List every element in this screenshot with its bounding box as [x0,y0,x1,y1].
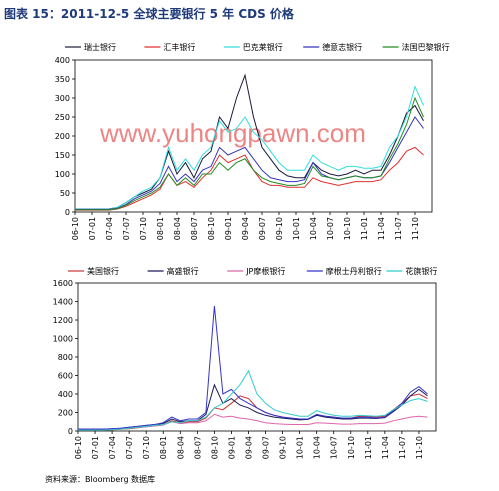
x-tick-label: 09-04 [244,436,253,459]
x-tick-label: 08-07 [193,436,202,459]
x-tick-label: 10-07 [326,217,335,240]
x-tick-label: 09-07 [262,436,271,459]
y-tick-label: 0 [68,427,73,436]
x-tick-label: 06-10 [71,217,80,240]
y-tick-label: 150 [55,151,70,160]
y-tick-label: 1600 [53,279,73,288]
x-tick-label: 07-07 [125,436,134,459]
y-tick-label: 1000 [53,335,73,344]
x-tick-label: 11-10 [415,436,424,459]
x-tick-label: 11-07 [398,436,407,459]
x-tick-label: 11-10 [411,217,420,240]
y-tick-label: 400 [58,390,73,399]
x-tick-label: 07-04 [108,436,117,459]
x-tick-label: 11-07 [394,217,403,240]
legend-label: JP摩根银行 [245,266,285,276]
x-tick-label: 11-01 [360,217,369,240]
series-line [78,306,428,430]
series-line [75,146,424,211]
x-tick-label: 08-10 [207,217,216,240]
x-tick-label: 07-10 [142,436,151,459]
y-tick-label: 200 [55,132,70,141]
plot-frame [77,282,437,432]
y-tick-label: 300 [55,94,70,103]
y-tick-label: 350 [55,75,70,84]
y-tick-label: 600 [58,372,73,381]
legend-label: 高盛银行 [167,266,199,276]
legend-label: 法国巴黎银行 [402,42,450,52]
x-tick-label: 11-04 [377,217,386,240]
legend-label: 美国银行 [87,266,119,276]
x-tick-label: 08-04 [173,217,182,240]
y-tick-label: 50 [60,189,70,198]
x-tick-label: 08-07 [190,217,199,240]
x-tick-label: 10-07 [330,436,339,459]
y-tick-label: 100 [55,170,70,179]
x-tick-label: 09-01 [224,217,233,240]
x-tick-label: 09-01 [227,436,236,459]
x-tick-label: 07-01 [91,436,100,459]
x-tick-label: 08-10 [210,436,219,459]
legend-label: 巴克莱银行 [243,42,283,52]
x-tick-label: 08-04 [176,436,185,459]
series-line [78,393,428,431]
source: 资料来源：Bloomberg 数据库 [45,474,155,484]
watermark: www.yuhongpawn.com [99,118,366,148]
legend-label: 瑞士银行 [84,42,116,52]
x-tick-label: 10-04 [313,436,322,459]
legend-label: 德意志银行 [322,42,362,52]
x-tick-label: 09-07 [258,217,267,240]
series-line [75,85,424,210]
x-tick-label: 09-10 [279,436,288,459]
x-tick-label: 10-04 [309,217,318,240]
x-tick-label: 07-01 [88,217,97,240]
x-tick-label: 08-01 [156,217,165,240]
x-tick-label: 06-10 [74,436,83,459]
x-tick-label: 10-10 [343,217,352,240]
x-tick-label: 10-01 [292,217,301,240]
x-tick-label: 09-10 [275,217,284,240]
x-tick-label: 09-04 [241,217,250,240]
y-tick-label: 250 [55,113,70,122]
y-tick-label: 0 [65,208,70,217]
x-tick-label: 07-04 [105,217,114,240]
y-tick-label: 400 [55,56,70,65]
series-line [75,96,424,211]
series-line [78,369,428,431]
x-tick-label: 07-07 [122,217,131,240]
y-tick-label: 1200 [53,316,73,325]
legend-label: 摩根士丹利银行 [326,266,382,276]
x-tick-label: 10-10 [347,436,356,459]
x-tick-label: 08-01 [159,436,168,459]
x-tick-label: 10-01 [296,436,305,459]
y-tick-label: 200 [58,409,73,418]
y-tick-label: 800 [58,353,73,362]
x-tick-label: 11-04 [381,436,390,459]
legend-label: 花旗银行 [405,266,437,276]
x-tick-label: 07-10 [139,217,148,240]
x-tick-label: 11-01 [364,436,373,459]
y-tick-label: 1400 [53,298,73,307]
title: 图表 15：2011-12-5 全球主要银行 5 年 CDS 价格 [4,6,295,21]
legend-label: 汇丰银行 [163,42,195,52]
series-line [78,383,428,430]
